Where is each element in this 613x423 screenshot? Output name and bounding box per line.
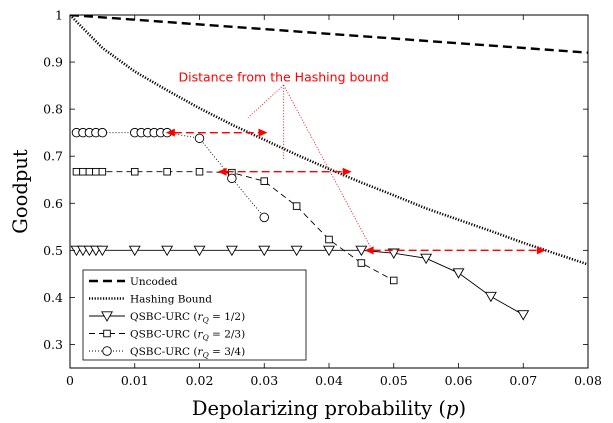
x-axis-label-end: ) [458, 397, 466, 420]
y-axis-label: Goodput [9, 149, 32, 234]
x-tick-label: 0.06 [445, 373, 473, 388]
y-tick-label: 0.9 [43, 55, 63, 70]
y-tick-label: 0.6 [43, 196, 63, 211]
triangle-marker [420, 253, 433, 265]
x-axis-label: Depolarizing probability (p) [192, 397, 466, 420]
arrow-head [342, 167, 352, 176]
y-tick-label: 0.8 [43, 102, 63, 117]
annotation-pointer-line [247, 84, 284, 118]
y-tick-label: 0.3 [43, 337, 63, 352]
y-tick-label: 1 [55, 8, 63, 23]
circle-marker [194, 133, 205, 144]
x-tick-label: 0.02 [186, 373, 214, 388]
tick-layer: 0 0.01 0.02 0.03 0.04 0.05 0.06 0.07 0.08 0.3 0.4 0… [43, 8, 602, 389]
legend-label-3: QSBC-URC (rQ = 1/2) [130, 311, 245, 325]
triangle-marker [128, 245, 141, 257]
arrow-head [217, 167, 227, 176]
triangle-marker [452, 268, 465, 279]
x-tick-label: 0.05 [380, 373, 408, 388]
triangle-marker [290, 245, 303, 257]
x-axis-label-symbol: p [446, 397, 459, 420]
square-marker [390, 276, 398, 285]
square-marker [325, 235, 333, 244]
square-marker [92, 167, 100, 176]
arrow-head [165, 128, 175, 137]
square-marker [98, 167, 107, 176]
y-tick-label: 0.5 [43, 243, 63, 258]
x-tick-label: 0.01 [121, 373, 149, 388]
square-marker [260, 177, 269, 185]
triangle-marker [258, 245, 271, 257]
series-line-1 [70, 15, 588, 54]
square-marker [103, 329, 111, 338]
square-marker [292, 202, 301, 210]
marker-layer [70, 127, 530, 321]
arrow-head [364, 246, 374, 255]
circle-marker [227, 173, 237, 184]
y-tick-label: 0.4 [43, 290, 63, 305]
triangle-marker [387, 248, 400, 260]
legend-box [82, 269, 307, 361]
arrow-head [536, 246, 546, 255]
square-marker [195, 167, 204, 176]
circle-marker [102, 346, 112, 356]
x-tick-label: 0.04 [315, 373, 343, 388]
circle-marker [259, 212, 270, 223]
triangle-marker [193, 245, 206, 257]
triangle-marker [96, 245, 109, 257]
triangle-marker [161, 245, 174, 257]
legend-label-4: QSBC-URC (rQ = 2/3) [130, 328, 245, 342]
x-tick-label: 0 [66, 373, 74, 388]
triangle-marker [323, 245, 335, 257]
annotation-pointer-line [283, 84, 372, 249]
legend-label-2: Hashing Bound [130, 293, 212, 305]
square-marker [357, 259, 366, 267]
square-marker [85, 167, 94, 176]
triangle-marker [225, 245, 238, 257]
triangle-marker [355, 245, 368, 257]
triangle-marker [517, 310, 530, 321]
circle-marker [97, 127, 108, 138]
triangle-marker [101, 311, 113, 322]
annotation-layer [247, 84, 372, 249]
square-marker [163, 167, 171, 176]
arrow-head [258, 128, 268, 137]
x-tick-label: 0.08 [574, 373, 602, 388]
legend-label-5: QSBC-URC (rQ = 3/4) [130, 346, 245, 360]
x-tick-label: 0.07 [509, 373, 537, 388]
y-tick-label: 0.7 [43, 149, 63, 164]
triangle-marker [484, 291, 497, 303]
legend: Uncoded Hashing Bound QSBC-URC (rQ = 1/2) Q… [82, 269, 307, 361]
distance-arrow-layer [165, 128, 546, 255]
square-marker [72, 167, 81, 176]
annotation-label: Distance from the Hashing bound [179, 70, 389, 85]
square-marker [130, 167, 139, 176]
x-tick-label: 0.03 [250, 373, 278, 388]
legend-label-1: Uncoded [130, 276, 178, 288]
square-marker [79, 167, 87, 176]
